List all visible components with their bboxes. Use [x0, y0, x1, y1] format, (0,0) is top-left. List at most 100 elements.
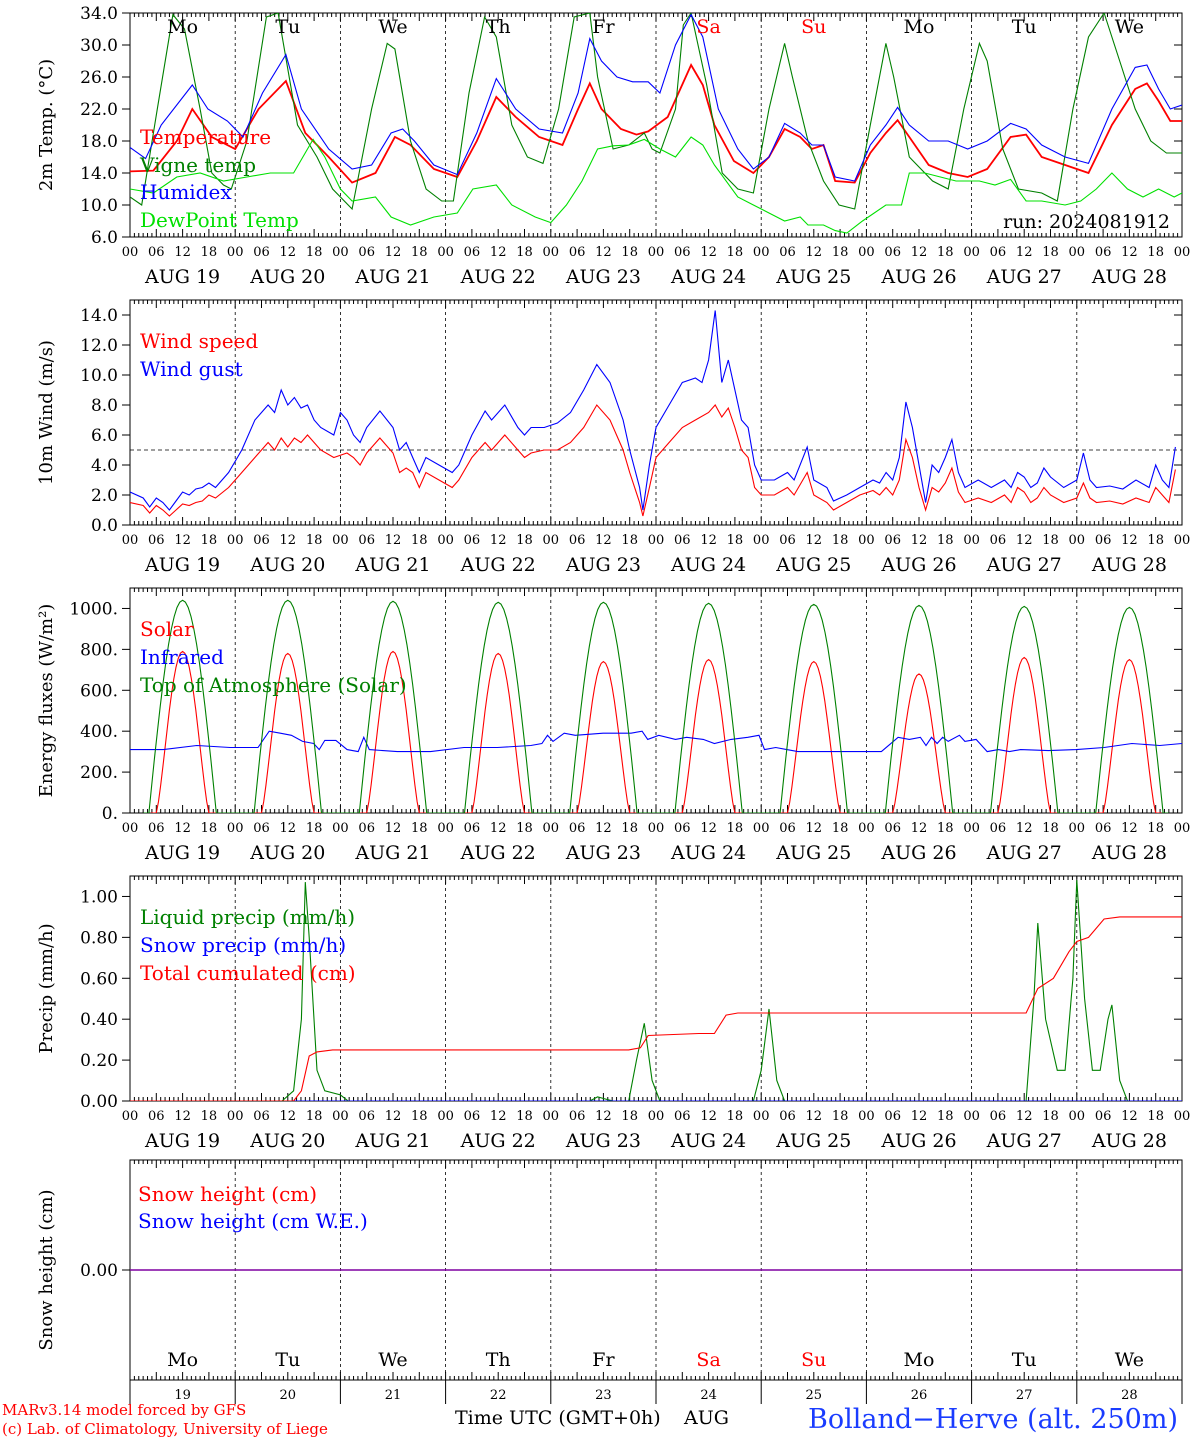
- date-label: AUG 21: [354, 266, 430, 288]
- date-label: AUG 24: [670, 842, 746, 864]
- hour-tick-label: 12: [385, 1109, 402, 1124]
- date-label: AUG 23: [565, 266, 641, 288]
- weekday-label: We: [1115, 16, 1144, 38]
- hour-tick-label: 06: [569, 1109, 586, 1124]
- date-label: AUG 20: [249, 842, 325, 864]
- hour-tick-label: 12: [806, 533, 823, 548]
- y-tick-label: 4.0: [91, 456, 118, 476]
- hour-tick-label: 06: [884, 1109, 901, 1124]
- hour-tick-label: 00: [437, 1109, 454, 1124]
- hour-tick-label: 06: [464, 245, 481, 260]
- hour-tick-label: 12: [280, 821, 297, 836]
- date-label: AUG 25: [775, 1130, 851, 1152]
- hour-tick-label: 12: [1016, 245, 1033, 260]
- legend-entry: Temperature: [140, 125, 271, 149]
- hour-tick-label: 12: [911, 533, 928, 548]
- weekday-label: Fr: [592, 1349, 615, 1371]
- hour-tick-label: 06: [358, 533, 375, 548]
- hour-tick-label: 18: [201, 1109, 218, 1124]
- hour-tick-label: 12: [1121, 245, 1138, 260]
- date-label: AUG 28: [1091, 266, 1167, 288]
- hour-tick-label: 18: [306, 821, 323, 836]
- hour-tick-label: 18: [937, 245, 954, 260]
- hour-tick-label: 00: [963, 1109, 980, 1124]
- series-line: [130, 13, 1182, 182]
- hour-tick-label: 18: [411, 245, 428, 260]
- series-line: [130, 404, 1176, 517]
- hour-tick-label: 06: [1095, 245, 1112, 260]
- day-number-label: 19: [174, 1388, 191, 1403]
- hour-tick-label: 06: [148, 1109, 165, 1124]
- station-label: Bolland−Herve (alt. 250m): [808, 1404, 1178, 1435]
- weekday-label: Th: [486, 1349, 511, 1371]
- hour-tick-label: 12: [490, 1109, 507, 1124]
- y-axis-label: 10m Wind (m/s): [36, 340, 57, 485]
- hour-tick-label: 12: [490, 821, 507, 836]
- date-label: AUG 25: [775, 554, 851, 576]
- weekday-label: Tu: [275, 16, 300, 38]
- hour-tick-label: 12: [806, 821, 823, 836]
- hour-tick-label: 18: [306, 533, 323, 548]
- hour-tick-label: 00: [543, 245, 560, 260]
- hour-tick-label: 18: [1042, 533, 1059, 548]
- y-tick-label: 8.0: [91, 396, 118, 416]
- panel-energy: 00 06 12 18 AUG 19 00 06 12 18 AUG 20 00 06 12 18 AUG …: [36, 587, 1190, 864]
- hour-tick-label: 06: [1095, 533, 1112, 548]
- date-label: AUG 25: [775, 266, 851, 288]
- hour-tick-label: 06: [990, 245, 1007, 260]
- day-number-label: 22: [490, 1388, 507, 1403]
- panel-wind: 00 06 12 18 AUG 19 00 06 12 18 AUG 20 00 06 12 18 AUG …: [36, 299, 1190, 576]
- hour-tick-label: 18: [621, 533, 638, 548]
- y-tick-label: 0.20: [80, 1051, 118, 1071]
- hour-tick-label: 18: [832, 245, 849, 260]
- hour-tick-label: 12: [595, 821, 612, 836]
- panel-temp: 00 06 12 18 AUG 19 00 06 12 18 AUG 20 00 06 12 18 AUG …: [36, 4, 1190, 288]
- hour-tick-label: 12: [280, 245, 297, 260]
- hour-tick-label: 06: [674, 1109, 691, 1124]
- hour-tick-label: 06: [569, 245, 586, 260]
- date-label: AUG 24: [670, 554, 746, 576]
- weekday-label: Su: [801, 16, 826, 38]
- hour-tick-label: 00: [543, 533, 560, 548]
- hour-tick-label: 06: [779, 533, 796, 548]
- hour-tick-label: 06: [464, 533, 481, 548]
- hour-tick-label: 00: [858, 533, 875, 548]
- hour-tick-label: 12: [385, 821, 402, 836]
- hour-tick-label: 12: [806, 245, 823, 260]
- hour-tick-label: 06: [358, 1109, 375, 1124]
- hour-tick-label: 00: [332, 533, 349, 548]
- date-label: AUG 20: [249, 266, 325, 288]
- hour-tick-label: 06: [569, 821, 586, 836]
- y-tick-label: 400.: [80, 722, 118, 742]
- date-label: AUG 24: [670, 1130, 746, 1152]
- hour-tick-label: 12: [1121, 821, 1138, 836]
- hour-tick-label: 18: [832, 1109, 849, 1124]
- date-label: AUG 26: [880, 842, 956, 864]
- hour-tick-label: 00: [753, 1109, 770, 1124]
- weekday-label: We: [378, 1349, 407, 1371]
- y-tick-label: 800.: [80, 640, 118, 660]
- date-label: AUG 22: [460, 1130, 536, 1152]
- date-label: AUG 27: [986, 554, 1062, 576]
- hour-tick-label: 12: [174, 533, 191, 548]
- hour-tick-label: 12: [280, 533, 297, 548]
- hour-tick-label: 12: [700, 245, 717, 260]
- hour-tick-label: 18: [411, 1109, 428, 1124]
- hour-tick-label: 06: [253, 821, 270, 836]
- hour-tick-label: 12: [595, 533, 612, 548]
- y-tick-label: 0.80: [80, 928, 118, 948]
- hour-tick-label: 18: [937, 533, 954, 548]
- hour-tick-label: 12: [174, 1109, 191, 1124]
- date-label: AUG 27: [986, 266, 1062, 288]
- hour-tick-label: 18: [411, 533, 428, 548]
- hour-tick-label: 18: [1147, 1109, 1164, 1124]
- y-tick-label: 26.0: [80, 68, 118, 88]
- panel-precip: 00 06 12 18 AUG 19 00 06 12 18 AUG 20 00 06 12 18 AUG …: [36, 875, 1190, 1152]
- y-tick-label: 14.0: [80, 306, 118, 326]
- date-label: AUG 19: [144, 266, 220, 288]
- series-group: [130, 880, 1182, 1101]
- hour-tick-label: 12: [700, 1109, 717, 1124]
- y-tick-label: 10.0: [80, 196, 118, 216]
- series-line: [130, 13, 1182, 211]
- date-label: AUG 24: [670, 266, 746, 288]
